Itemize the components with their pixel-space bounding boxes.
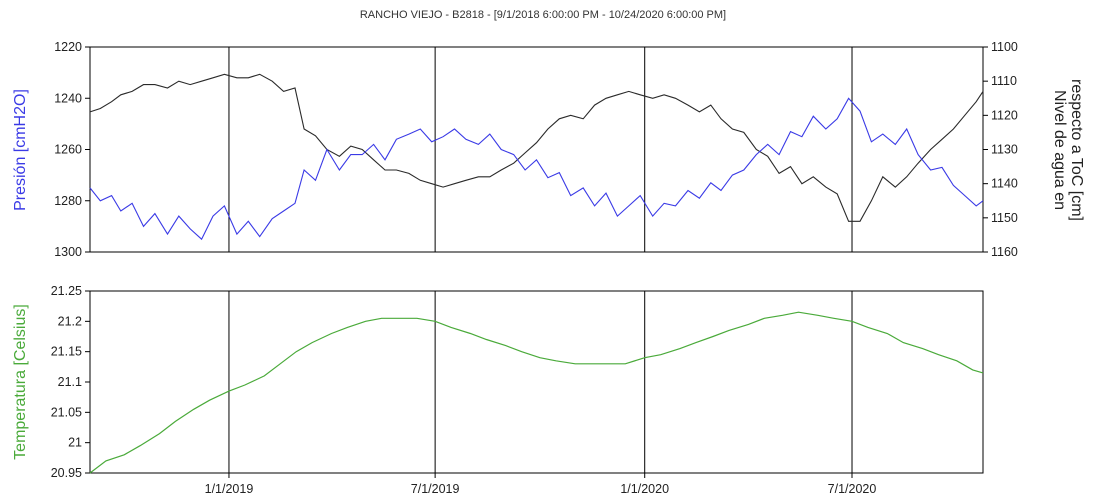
level-axis-label-line1: Nivel de agua en [1051,90,1068,210]
chart-title: RANCHO VIEJO - B2818 - [9/1/2018 6:00:00… [360,9,726,21]
bottom-panel: 20.95 21 21.05 21.1 21.15 21.2 21.25 1/1/2019 7… [12,284,984,496]
pressure-tick-label: 1260 [54,143,82,157]
pressure-series-line [89,97,984,241]
temperature-series-line [89,311,984,474]
level-tick-label: 1100 [991,40,1018,54]
temperature-tick-label: 21 [68,436,82,450]
top-gridlines [228,47,853,252]
top-panel: 1220 1240 1260 1280 1300 1100 1110 1120 1130 114… [12,40,1085,259]
temperature-tick-label: 20.95 [51,466,82,480]
level-tick-label: 1150 [991,211,1018,225]
level-series-line [89,73,984,222]
level-tick-label: 1140 [991,177,1018,191]
x-tick-label: 7/1/2019 [411,482,460,496]
x-tick-label: 1/1/2020 [620,482,669,496]
pressure-tick-label: 1220 [54,40,82,54]
temperature-tick-label: 21.05 [51,405,82,419]
bottom-plot-frame [89,290,984,474]
pressure-tick-label: 1240 [54,91,82,105]
pressure-tick-label: 1280 [54,194,82,208]
temperature-tick-label: 21.1 [58,375,82,389]
level-tick-label: 1120 [991,108,1018,122]
top-left-axis: 1220 1240 1260 1280 1300 [54,40,90,259]
temperature-tick-label: 21.25 [51,284,82,298]
temperature-tick-label: 21.2 [58,314,82,328]
level-tick-label: 1130 [991,143,1018,157]
level-tick-label: 1110 [991,74,1017,88]
bottom-gridlines [228,291,853,473]
x-tick-label: 1/1/2019 [205,482,254,496]
top-right-axis: 1100 1110 1120 1130 1140 1150 1160 [983,40,1018,259]
temperature-axis-label: Temperatura [Celsius] [12,304,29,460]
x-tick-label: 7/1/2020 [828,482,877,496]
temperature-tick-label: 21.15 [51,345,82,359]
pressure-axis-label: Presión [cmH2O] [12,89,29,211]
x-axis: 1/1/2019 7/1/2019 1/1/2020 7/1/2020 [205,473,877,496]
temperature-axis: 20.95 21 21.05 21.1 21.15 21.2 21.25 [51,284,90,480]
level-tick-label: 1160 [991,245,1018,259]
level-axis-label-line2: respecto a ToC [cm] [1068,79,1085,221]
pressure-tick-label: 1300 [54,245,82,259]
